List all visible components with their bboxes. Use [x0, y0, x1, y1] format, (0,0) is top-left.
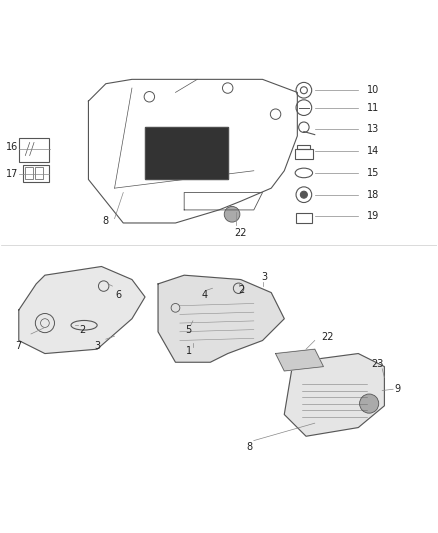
Text: 15: 15 [367, 168, 379, 178]
Text: 13: 13 [367, 124, 379, 134]
Polygon shape [276, 349, 323, 371]
Text: 10: 10 [367, 85, 379, 95]
Text: 9: 9 [394, 384, 400, 394]
Text: 11: 11 [367, 103, 379, 112]
Text: 2: 2 [79, 325, 85, 335]
Polygon shape [284, 353, 385, 436]
Text: 5: 5 [185, 325, 192, 335]
Bar [295, 149, 313, 159]
Text: 23: 23 [372, 359, 384, 369]
Text: 2: 2 [239, 285, 245, 295]
Text: 8: 8 [247, 442, 253, 452]
Text: 8: 8 [103, 216, 109, 226]
Text: 17: 17 [6, 169, 18, 179]
Bar [25, 167, 33, 180]
Bar [35, 167, 43, 180]
Text: 22: 22 [234, 228, 247, 238]
Text: 19: 19 [367, 212, 379, 221]
Circle shape [360, 394, 379, 413]
Text: 1: 1 [185, 346, 191, 357]
Text: 3: 3 [94, 341, 100, 351]
Text: 6: 6 [116, 290, 122, 300]
Text: 7: 7 [16, 341, 22, 351]
Polygon shape [19, 266, 145, 353]
Bar [296, 213, 312, 223]
Circle shape [224, 206, 240, 222]
Circle shape [300, 191, 307, 198]
Bar [19, 138, 49, 162]
Polygon shape [145, 127, 228, 180]
Bar [23, 165, 49, 182]
Text: 14: 14 [367, 146, 379, 156]
Text: 18: 18 [367, 190, 379, 200]
Bar [297, 145, 311, 149]
Text: 16: 16 [6, 142, 18, 152]
Text: 3: 3 [261, 271, 268, 281]
Text: 22: 22 [321, 332, 334, 342]
Polygon shape [158, 275, 284, 362]
Text: 4: 4 [202, 290, 208, 300]
